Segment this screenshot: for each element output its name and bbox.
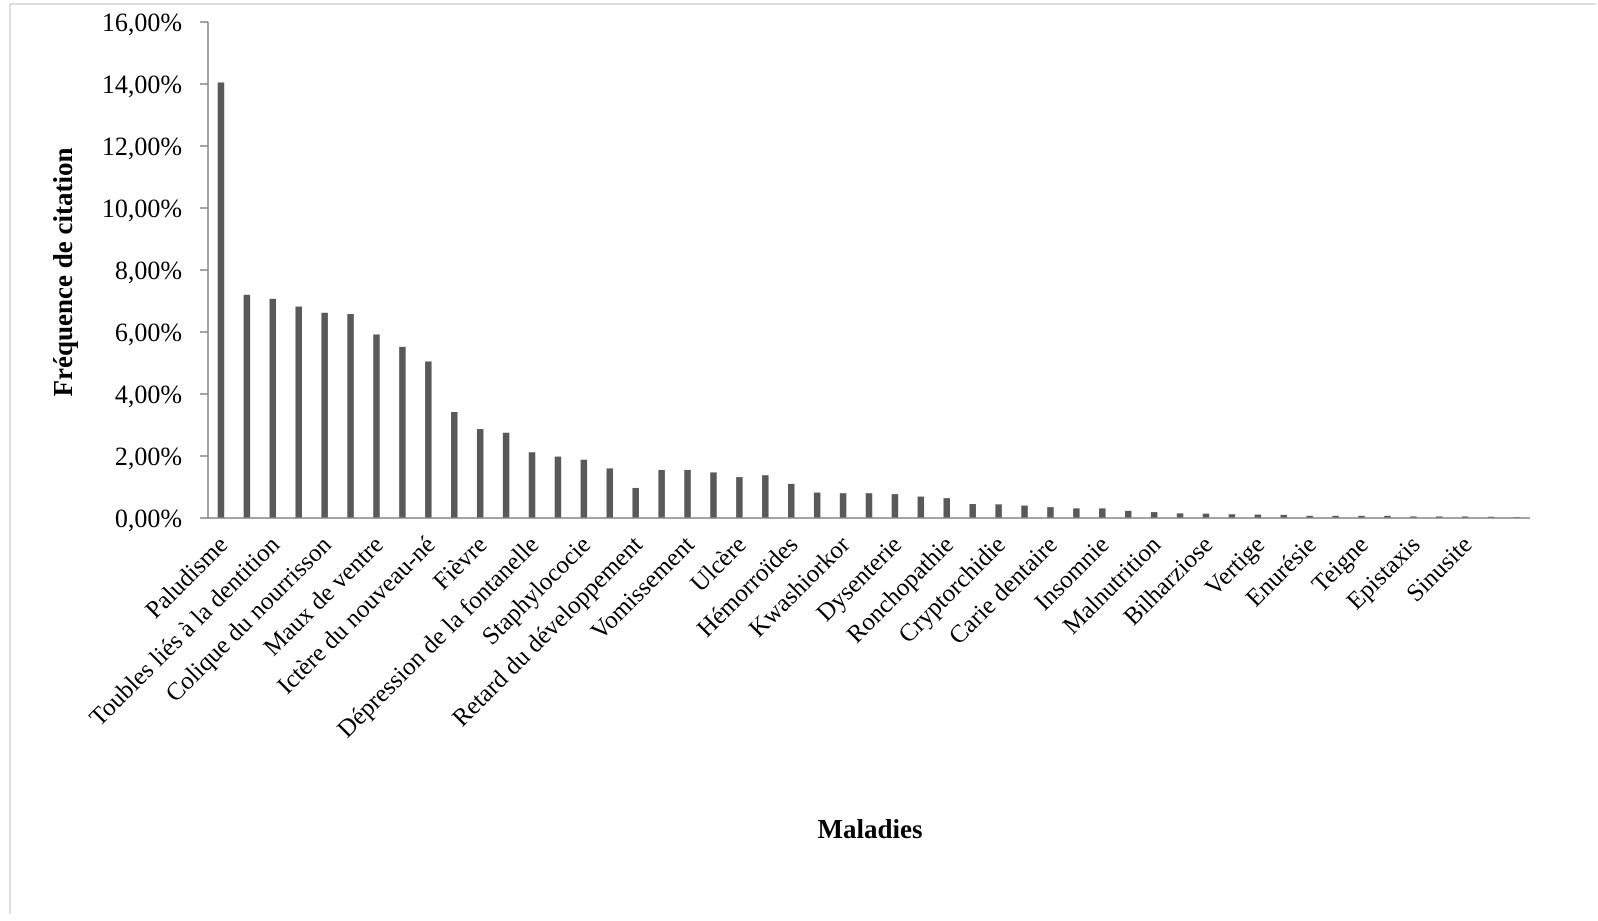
bar [269,298,277,518]
bar [917,496,925,518]
bar [554,456,562,518]
bar [502,432,510,518]
y-tick-label: 4,00% [115,380,182,409]
bar [891,494,899,518]
bar [1436,516,1443,518]
bar [1021,505,1028,518]
bar [347,314,354,518]
bar [1176,513,1184,518]
bar [1150,512,1158,518]
bar [1461,516,1469,518]
bar [1228,514,1236,518]
bar [373,334,380,518]
bar [1410,516,1417,518]
y-axis-title: Fréquence de citation [48,148,78,397]
bar [710,472,717,518]
bar [736,477,743,518]
bar [1280,514,1287,518]
bar [969,504,976,518]
bar [1124,510,1132,518]
bar [632,487,639,518]
y-tick-label: 10,00% [102,194,182,223]
bar [580,459,588,518]
y-tick-label: 6,00% [115,318,182,347]
y-tick-label: 14,00% [102,70,182,99]
bar [813,492,821,518]
y-tick-label: 12,00% [102,132,182,161]
bar [943,498,951,518]
bar [243,294,251,518]
bar [606,468,614,518]
y-tick-label: 8,00% [115,256,182,285]
bar [1332,515,1339,518]
bar [321,312,328,518]
bar [217,82,225,518]
bar [839,493,847,518]
bar [451,411,458,518]
bar [762,475,769,518]
bar [995,504,1002,518]
bar [1047,507,1054,518]
bars-group [217,82,1521,518]
x-axis-title: Maladies [818,814,923,844]
bar [1073,508,1080,518]
y-axis-ticks: 0,00% 2,00% 4,00% 6,00% 8,00% 10,00% 12,00% 14,… [102,8,208,533]
bar [399,346,406,518]
bar [1254,514,1262,518]
bar [1358,515,1365,518]
bar [787,483,795,518]
bar [865,493,873,518]
y-tick-label: 2,00% [115,442,182,471]
bar [295,306,302,518]
bar [1202,513,1210,518]
bar [1306,515,1313,518]
bar [1384,515,1391,518]
bar [1099,508,1106,518]
bar [684,469,691,518]
y-tick-label: 0,00% [115,504,182,533]
y-tick-label: 16,00% [102,8,182,37]
bar [476,429,484,518]
bar [425,361,432,518]
bar [658,469,665,518]
bar [528,452,536,518]
